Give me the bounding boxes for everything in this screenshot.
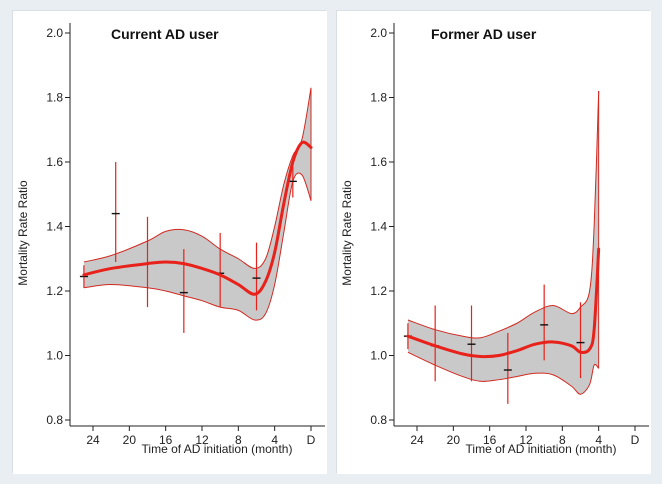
x-tick-label: 8 — [559, 433, 566, 447]
chart-panel-former: Former AD user Time of AD initiation (mo… — [336, 10, 651, 474]
x-tick-label: 20 — [447, 433, 461, 447]
y-tick-label: 1.6 — [46, 155, 63, 169]
x-axis-label: Time of AD initiation (month) — [466, 442, 617, 456]
confidence-upper-edge — [83, 87, 312, 269]
plot-background — [337, 11, 651, 474]
x-tick-label: 12 — [519, 433, 533, 447]
x-tick-label: 20 — [123, 433, 137, 447]
y-tick-label: 0.8 — [370, 413, 387, 427]
x-tick-label: D — [307, 433, 316, 447]
y-tick-label: 2.0 — [46, 26, 63, 40]
fitted-spline-line — [406, 247, 601, 359]
x-tick-label: 4 — [271, 433, 278, 447]
x-tick-label: 4 — [595, 433, 602, 447]
x-tick-label: 12 — [195, 433, 209, 447]
y-tick-label: 1.4 — [370, 220, 387, 234]
x-tick-label: D — [631, 433, 640, 447]
chart-marks: 0.8 1.0 1.2 1.4 1.6 1.8 2.0 24 20 16 12 8 4 D — [46, 23, 325, 447]
x-tick-label: 16 — [159, 433, 173, 447]
x-tick-label: 24 — [410, 433, 424, 447]
chart-current-ad-user: Current AD user Time of AD initiation (m… — [13, 11, 327, 474]
y-tick-label: 1.8 — [370, 91, 387, 105]
y-tick-label: 1.2 — [46, 284, 63, 298]
confidence-band — [407, 91, 599, 395]
chart-former-ad-user: Former AD user Time of AD initiation (mo… — [337, 11, 651, 474]
x-axis-label: Time of AD initiation (month) — [142, 442, 293, 456]
y-tick-label: 1.8 — [46, 91, 63, 105]
x-tick-label: 8 — [235, 433, 242, 447]
confidence-band — [83, 87, 312, 321]
y-tick-label: 1.6 — [370, 155, 387, 169]
chart-title: Current AD user — [111, 26, 219, 42]
y-tick-label: 0.8 — [46, 413, 63, 427]
y-tick-label: 1.0 — [46, 349, 63, 363]
confidence-lower-edge — [83, 172, 312, 321]
y-tick-label: 1.2 — [370, 284, 387, 298]
y-axis-label: Mortality Rate Ratio — [340, 180, 354, 286]
chart-panel-current: Current AD user Time of AD initiation (m… — [12, 10, 327, 474]
x-tick-label: 24 — [86, 433, 100, 447]
chart-title: Former AD user — [431, 26, 537, 42]
y-tick-label: 2.0 — [370, 26, 387, 40]
confidence-lower-edge — [407, 351, 600, 395]
y-axis-label: Mortality Rate Ratio — [16, 180, 30, 286]
y-tick-label: 1.4 — [46, 220, 63, 234]
confidence-upper-edge — [407, 91, 600, 339]
y-tick-label: 1.0 — [370, 349, 387, 363]
chart-marks: 0.8 1.0 1.2 1.4 1.6 1.8 2.0 24 20 16 12 8 4 D — [370, 23, 649, 447]
x-tick-label: 16 — [483, 433, 497, 447]
fitted-spline-line — [82, 140, 313, 296]
